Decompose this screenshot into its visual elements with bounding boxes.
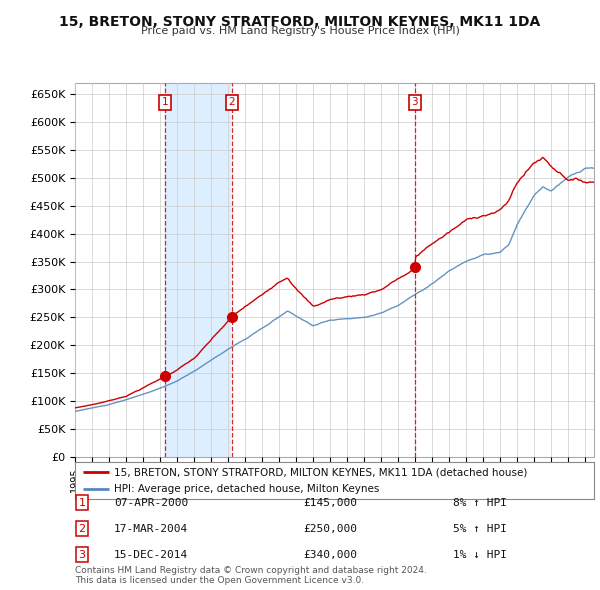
- Text: £340,000: £340,000: [303, 550, 357, 559]
- Text: 3: 3: [412, 97, 418, 107]
- Text: 2: 2: [229, 97, 235, 107]
- Text: 1: 1: [161, 97, 168, 107]
- Text: 07-APR-2000: 07-APR-2000: [114, 498, 188, 507]
- Text: 15, BRETON, STONY STRATFORD, MILTON KEYNES, MK11 1DA (detached house): 15, BRETON, STONY STRATFORD, MILTON KEYN…: [114, 467, 527, 477]
- Text: 15, BRETON, STONY STRATFORD, MILTON KEYNES, MK11 1DA: 15, BRETON, STONY STRATFORD, MILTON KEYN…: [59, 15, 541, 30]
- Text: 2: 2: [79, 524, 86, 533]
- Text: 15-DEC-2014: 15-DEC-2014: [114, 550, 188, 559]
- Text: Contains HM Land Registry data © Crown copyright and database right 2024.
This d: Contains HM Land Registry data © Crown c…: [75, 566, 427, 585]
- Text: Price paid vs. HM Land Registry's House Price Index (HPI): Price paid vs. HM Land Registry's House …: [140, 26, 460, 36]
- Text: HPI: Average price, detached house, Milton Keynes: HPI: Average price, detached house, Milt…: [114, 484, 379, 494]
- Text: 8% ↑ HPI: 8% ↑ HPI: [453, 498, 507, 507]
- Text: 5% ↑ HPI: 5% ↑ HPI: [453, 524, 507, 533]
- Text: 1% ↓ HPI: 1% ↓ HPI: [453, 550, 507, 559]
- Text: 3: 3: [79, 550, 86, 559]
- Text: 1: 1: [79, 498, 86, 507]
- Text: £250,000: £250,000: [303, 524, 357, 533]
- Text: 17-MAR-2004: 17-MAR-2004: [114, 524, 188, 533]
- Text: £145,000: £145,000: [303, 498, 357, 507]
